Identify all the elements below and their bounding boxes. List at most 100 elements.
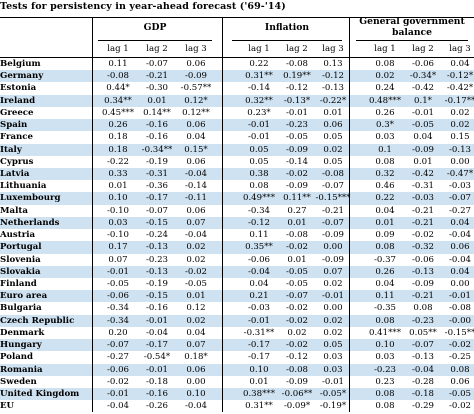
table-cell: 0.01 [147,95,167,106]
table-cell: -0.12 [285,352,309,363]
table-cell: -0.12* [446,71,474,82]
table-cell: -0.08 [285,364,309,375]
table-cell: 0.02 [287,327,307,338]
table-cell: 0.02 [186,254,206,265]
table-cell: -0.08 [321,168,345,179]
table-row: Poland -0.27 -0.54* 0.18* -0.17 -0.12 0.03 0.03… [0,351,474,363]
table-row: Bulgaria -0.34 -0.16 0.12 -0.03 -0.02 0.00 -0.3… [0,302,474,314]
table-cell: -0.15 [145,291,169,302]
table-cell: 0.04 [375,278,395,289]
table-cell: -0.17** [444,95,474,106]
table-cell: 0.31** [245,401,273,412]
subheader-lag-3: lag 3 [185,44,207,54]
table-cell: 0.04 [413,132,433,143]
table-cell: -0.18 [145,376,169,387]
top-rule [0,17,474,18]
table-row: Euro area -0.06 -0.15 0.01 0.21 -0.07 -0.01 0.1… [0,290,474,303]
table-cell: 0.04 [450,266,470,277]
row-country: Germany [0,71,44,82]
row-country: Finland [0,278,37,289]
table-cell: -0.13* [283,95,311,106]
table-cell: 0.00 [186,376,206,387]
header-rule [0,57,474,58]
table-cell: 0.10 [249,364,269,375]
table-cell: 0.01 [375,217,395,228]
table-cell: -0.17 [247,352,271,363]
table-cell: 0.10 [186,388,206,399]
table-cell: -0.04 [448,254,472,265]
table-cell: 0.23* [247,107,271,118]
table-row: Slovakia -0.01 -0.13 -0.02 -0.04 -0.05 0.07 0.2… [0,265,474,278]
table-cell: 0.32 [375,168,395,179]
table-cell: -0.31** [243,327,275,338]
row-country: Poland [0,352,34,363]
table-cell: 0.08 [375,242,395,253]
row-country: Netherlands [0,217,60,228]
table-cell: -0.04 [184,168,208,179]
table-cell: 0.06 [450,376,470,387]
table-cell: -0.16 [145,303,169,314]
table-cell: -0.19 [145,278,169,289]
table-cell: 0.02 [186,242,206,253]
table-row: Hungary -0.07 -0.17 0.07 -0.17 -0.02 0.05 0.10 -… [0,339,474,352]
table-cell: -0.07 [106,340,130,351]
table-row: Austria -0.10 -0.24 -0.04 0.11 -0.08 -0.09 0.09… [0,229,474,241]
table-cell: 0.18* [184,352,208,363]
row-country: Greece [0,107,34,118]
table-cell: 0.13 [323,59,343,69]
row-country: France [0,132,33,143]
table-cell: 0.03 [108,217,128,228]
table-cell: 0.19** [283,71,311,82]
table-cell: -0.03 [448,181,472,192]
table-row: Belgium 0.11 -0.07 0.06 0.22 -0.08 0.13 0.08 -0.… [0,58,474,70]
table-cell: -0.01 [247,132,271,143]
table-row: Sweden -0.02 -0.18 0.00 0.01 -0.09 -0.01 0.23 -0… [0,376,474,388]
table-cell: 0.06 [186,364,206,375]
table-cell: 0.05 [249,156,269,167]
table-cell: -0.09 [411,278,435,289]
table-cell: -0.05 [106,278,130,289]
table-cell: 0.05 [249,144,269,155]
table-cell: -0.03 [411,193,435,204]
table-cell: 0.01 [323,107,343,118]
table-cell: -0.10 [106,230,130,241]
table-row: Latvia 0.33 -0.31 -0.04 0.38 -0.02 -0.08 0.32 -0… [0,167,474,181]
table-cell: 0.00 [450,278,470,289]
table-cell: -0.04 [184,401,208,412]
table-cell: 0.26 [108,120,128,131]
table-cell: 0.11 [375,291,395,302]
table-cell: 0.00 [323,303,343,314]
table-cell: -0.02 [285,242,309,253]
row-country: Romania [0,364,43,375]
table-cell: 0.01 [287,217,307,228]
table-cell: -0.34** [141,144,173,155]
table-cell: -0.13 [448,144,472,155]
table-row: Luxembourg 0.10 -0.17 -0.11 0.49*** 0.11** -0.… [0,192,474,205]
table-cell: -0.05 [285,278,309,289]
group-header-0: GDP [143,22,167,33]
table-cell: 0.3* [376,120,394,131]
table-cell: 0.31** [245,71,273,82]
table-cell: -0.02 [184,266,208,277]
table-cell: 0.10 [108,193,128,204]
row-country: Euro area [0,291,48,302]
table-cell: -0.35 [373,303,397,314]
row-country: Czech Republic [0,315,75,326]
table-cell: -0.05 [448,388,472,399]
table-cell: -0.16 [145,388,169,399]
row-country: Hungary [0,340,42,351]
table-cell: -0.36 [145,181,169,192]
table-cell: -0.09 [285,144,309,155]
table-cell: -0.08 [448,303,472,314]
table-cell: 0.15* [184,144,208,155]
table-cell: 0.34** [104,95,132,106]
table-cell: 0.06 [323,120,343,131]
subheader-lag-1: lag 1 [374,44,396,54]
table-cell: -0.34 [106,315,130,326]
table-cell: -0.32 [411,242,435,253]
table-row: Cyprus -0.22 -0.19 0.06 0.05 -0.14 0.05 0.08 0.0… [0,156,474,168]
table-row: Greece 0.45*** 0.14** 0.12** 0.23* -0.01 0.01 0… [0,107,474,119]
table-cell: 0.11 [108,59,128,69]
table-cell: -0.34* [409,71,437,82]
table-cell: -0.05 [285,266,309,277]
